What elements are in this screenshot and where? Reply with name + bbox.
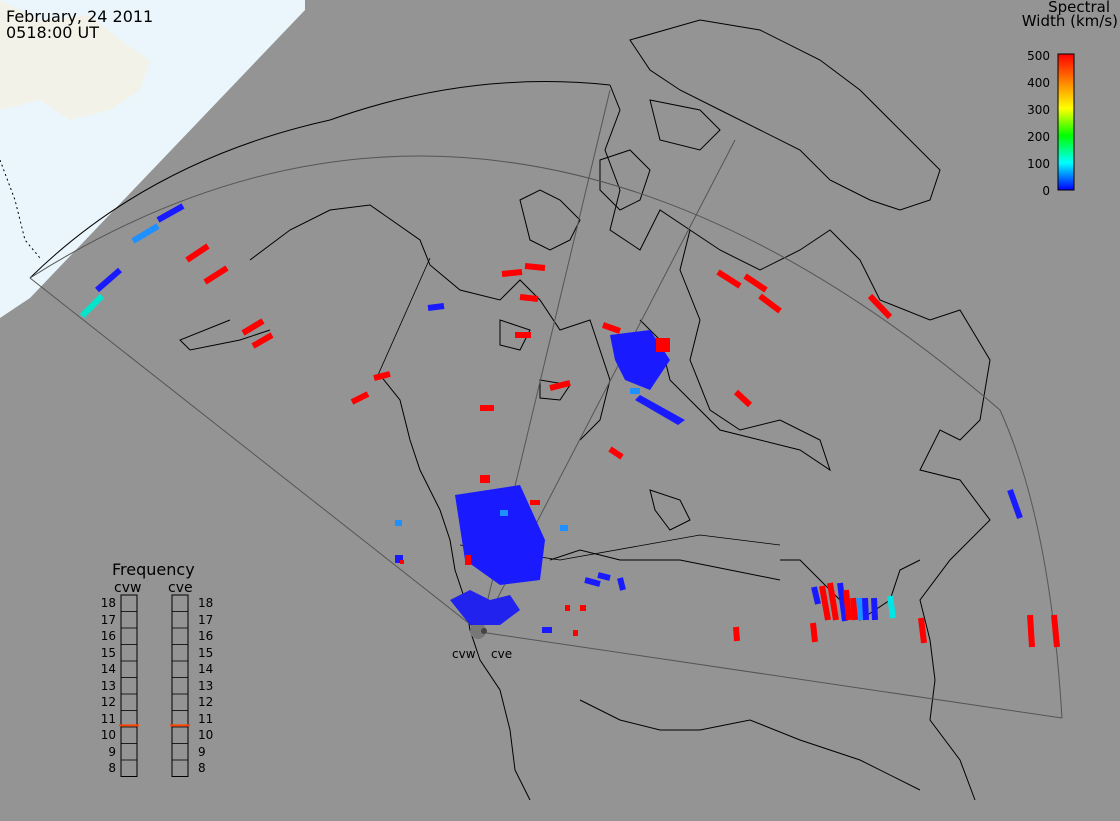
frequency-scale-number: 18 (100, 596, 116, 610)
frequency-scale-box (171, 594, 189, 777)
time-label: 0518:00 UT (6, 23, 100, 42)
backscatter-fan-cvw (610, 330, 685, 425)
frequency-scale-number: 10 (198, 728, 214, 742)
radar-label-cvw: cvw (452, 647, 476, 661)
frequency-scale-number: 11 (100, 711, 116, 726)
frequency-scale-number: 11 (198, 711, 214, 726)
frequency-scale-number: 10 (100, 728, 116, 742)
daylight-boundary (0, 159, 41, 259)
colorbar-title-line1: Spectral (1048, 0, 1110, 16)
daylight-landmass (0, 0, 150, 120)
frequency-scale-number: 16 (100, 629, 116, 643)
radar-site-cve (481, 628, 487, 634)
frequency-scale-number: 16 (198, 629, 214, 643)
colorbar-tick: 100 (1027, 157, 1050, 171)
colorbar-title-line2: Width (km/s) (1021, 12, 1118, 30)
date-label: February, 24 2011 (6, 7, 154, 26)
frequency-scale-number: 18 (198, 596, 214, 610)
frequency-scale-number: 15 (198, 645, 214, 660)
frequency-scale-number: 14 (198, 662, 214, 676)
frequency-scale-number: 13 (100, 678, 116, 693)
colorbar (1057, 53, 1075, 191)
colorbar-tick: 500 (1027, 49, 1050, 63)
frequency-scales (119, 594, 190, 777)
colorbar-tick: 0 (1042, 184, 1050, 198)
scatter-echoes (79, 203, 1023, 642)
east-echoes (810, 582, 1060, 648)
frequency-scale-number: 14 (100, 662, 116, 676)
frequency-scale-number: 8 (108, 761, 116, 775)
frequency-scale-number: 9 (198, 744, 206, 759)
radar-label-cve: cve (491, 647, 513, 661)
colorbar-tick: 300 (1027, 103, 1050, 117)
frequency-scale-number: 12 (100, 695, 116, 709)
frequency-scale-number: 12 (198, 695, 214, 709)
colorbar-tick: 200 (1027, 130, 1050, 144)
colorbar-tick: 400 (1027, 76, 1050, 90)
backscatter-fan-cve (395, 475, 568, 625)
frequency-scale-box (120, 594, 138, 777)
frequency-scale-number: 17 (198, 612, 214, 627)
radar-site-cvw (470, 623, 486, 639)
frequency-radar-cvw: cvw (114, 580, 142, 596)
frequency-title: Frequency (112, 560, 195, 579)
frequency-scale-number: 8 (198, 761, 206, 775)
frequency-scale-number: 15 (100, 645, 116, 660)
frequency-scale-number: 9 (108, 744, 116, 759)
frequency-scale-number: 17 (100, 612, 116, 627)
frequency-scale-number: 13 (198, 678, 214, 693)
frequency-radar-cve: cve (168, 580, 193, 596)
